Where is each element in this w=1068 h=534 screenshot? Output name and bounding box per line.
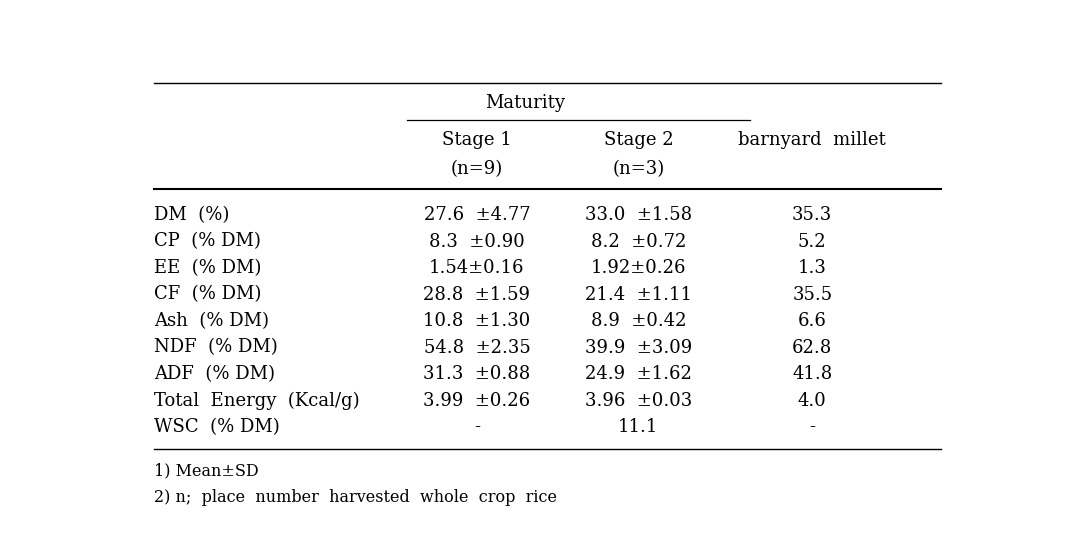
- Text: CP  (% DM): CP (% DM): [154, 233, 261, 250]
- Text: EE  (% DM): EE (% DM): [154, 259, 262, 277]
- Text: 4.0: 4.0: [798, 391, 827, 410]
- Text: 8.3  ±0.90: 8.3 ±0.90: [429, 233, 524, 250]
- Text: 39.9  ±3.09: 39.9 ±3.09: [585, 339, 692, 357]
- Text: Stage 2: Stage 2: [603, 131, 673, 149]
- Text: 28.8  ±1.59: 28.8 ±1.59: [424, 286, 531, 303]
- Text: Total  Energy  (Kcal/g): Total Energy (Kcal/g): [154, 391, 360, 410]
- Text: 11.1: 11.1: [618, 418, 659, 436]
- Text: 41.8: 41.8: [792, 365, 832, 383]
- Text: 1.92±0.26: 1.92±0.26: [591, 259, 686, 277]
- Text: 2) n;  place  number  harvested  whole  crop  rice: 2) n; place number harvested whole crop …: [154, 489, 557, 506]
- Text: 1.3: 1.3: [798, 259, 827, 277]
- Text: WSC  (% DM): WSC (% DM): [154, 418, 280, 436]
- Text: barnyard  millet: barnyard millet: [738, 131, 886, 149]
- Text: Ash  (% DM): Ash (% DM): [154, 312, 269, 330]
- Text: 6.6: 6.6: [798, 312, 827, 330]
- Text: ADF  (% DM): ADF (% DM): [154, 365, 276, 383]
- Text: DM  (%): DM (%): [154, 206, 230, 224]
- Text: Maturity: Maturity: [485, 94, 565, 112]
- Text: 1) Mean±SD: 1) Mean±SD: [154, 462, 258, 480]
- Text: 35.5: 35.5: [792, 286, 832, 303]
- Text: -: -: [810, 418, 815, 436]
- Text: 8.2  ±0.72: 8.2 ±0.72: [591, 233, 686, 250]
- Text: 31.3  ±0.88: 31.3 ±0.88: [423, 365, 531, 383]
- Text: (n=3): (n=3): [612, 160, 664, 178]
- Text: (n=9): (n=9): [451, 160, 503, 178]
- Text: 3.99  ±0.26: 3.99 ±0.26: [423, 391, 531, 410]
- Text: 10.8  ±1.30: 10.8 ±1.30: [423, 312, 531, 330]
- Text: Stage 1: Stage 1: [442, 131, 512, 149]
- Text: 1.54±0.16: 1.54±0.16: [429, 259, 524, 277]
- Text: 35.3: 35.3: [792, 206, 832, 224]
- Text: 3.96  ±0.03: 3.96 ±0.03: [585, 391, 692, 410]
- Text: 27.6  ±4.77: 27.6 ±4.77: [424, 206, 531, 224]
- Text: CF  (% DM): CF (% DM): [154, 286, 262, 303]
- Text: 62.8: 62.8: [792, 339, 832, 357]
- Text: -: -: [474, 418, 480, 436]
- Text: 5.2: 5.2: [798, 233, 827, 250]
- Text: 33.0  ±1.58: 33.0 ±1.58: [585, 206, 692, 224]
- Text: 54.8  ±2.35: 54.8 ±2.35: [424, 339, 531, 357]
- Text: 24.9  ±1.62: 24.9 ±1.62: [585, 365, 692, 383]
- Text: 21.4  ±1.11: 21.4 ±1.11: [585, 286, 692, 303]
- Text: 8.9  ±0.42: 8.9 ±0.42: [591, 312, 686, 330]
- Text: NDF  (% DM): NDF (% DM): [154, 339, 278, 357]
